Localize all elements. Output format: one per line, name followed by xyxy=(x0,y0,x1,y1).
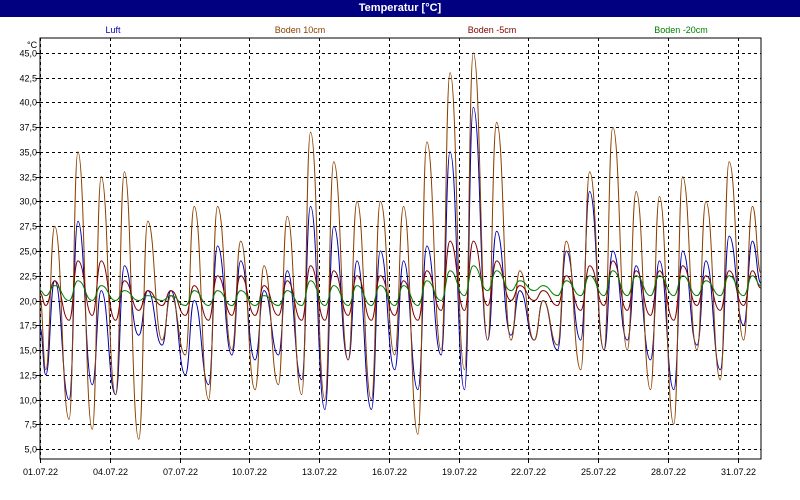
x-tick-label: 28.07.22 xyxy=(651,467,686,477)
y-tick-label: 32,5 xyxy=(19,173,37,183)
series-line-3 xyxy=(39,265,762,307)
y-tick-label: 42,5 xyxy=(19,74,37,84)
y-tick-label: 20,0 xyxy=(19,297,37,307)
legend-entry-1: Boden 10cm xyxy=(275,25,326,35)
y-tick-label: 5,0 xyxy=(24,445,37,455)
x-tick-label: 07.07.22 xyxy=(163,467,198,477)
x-tick-label: 31.07.22 xyxy=(721,467,756,477)
legend-entry-3: Boden -20cm xyxy=(654,25,708,35)
y-tick-label: 22,5 xyxy=(19,272,37,282)
temperature-chart: 5,0 7,5 10,0 12,5 15,0 17,5 20,0 22,5 25,0 27,5 30… xyxy=(19,25,762,477)
y-tick-label: 15,0 xyxy=(19,346,37,356)
y-tick-label: 10,0 xyxy=(19,396,37,406)
series-line-1 xyxy=(39,52,762,440)
y-tick-label: 7,5 xyxy=(24,420,37,430)
legend-entry-2: Boden -5cm xyxy=(468,25,517,35)
x-tick-label: 16.07.22 xyxy=(372,467,407,477)
y-tick-label: 25,0 xyxy=(19,247,37,257)
y-tick-label: 45,0 xyxy=(19,49,37,59)
window-title: Temperatur [°C] xyxy=(0,0,800,17)
y-tick-label: 30,0 xyxy=(19,197,37,207)
x-tick-label: 19.07.22 xyxy=(442,467,477,477)
y-tick-label: 37,5 xyxy=(19,123,37,133)
y-tick-label: 27,5 xyxy=(19,222,37,232)
y-tick-label: 12,5 xyxy=(19,371,37,381)
y-tick-label: 17,5 xyxy=(19,321,37,331)
legend-entry-0: Luft xyxy=(105,25,121,35)
y-tick-label: 35,0 xyxy=(19,148,37,158)
x-tick-label: 22.07.22 xyxy=(511,467,546,477)
y-tick-label: 40,0 xyxy=(19,98,37,108)
x-tick-label: 10.07.22 xyxy=(232,467,267,477)
x-tick-label: 25.07.22 xyxy=(581,467,616,477)
x-tick-label: 04.07.22 xyxy=(93,467,128,477)
x-tick-label: 01.07.22 xyxy=(23,467,58,477)
y-axis-label: °C xyxy=(27,40,38,50)
series-line-0 xyxy=(39,106,762,411)
x-tick-label: 13.07.22 xyxy=(302,467,337,477)
